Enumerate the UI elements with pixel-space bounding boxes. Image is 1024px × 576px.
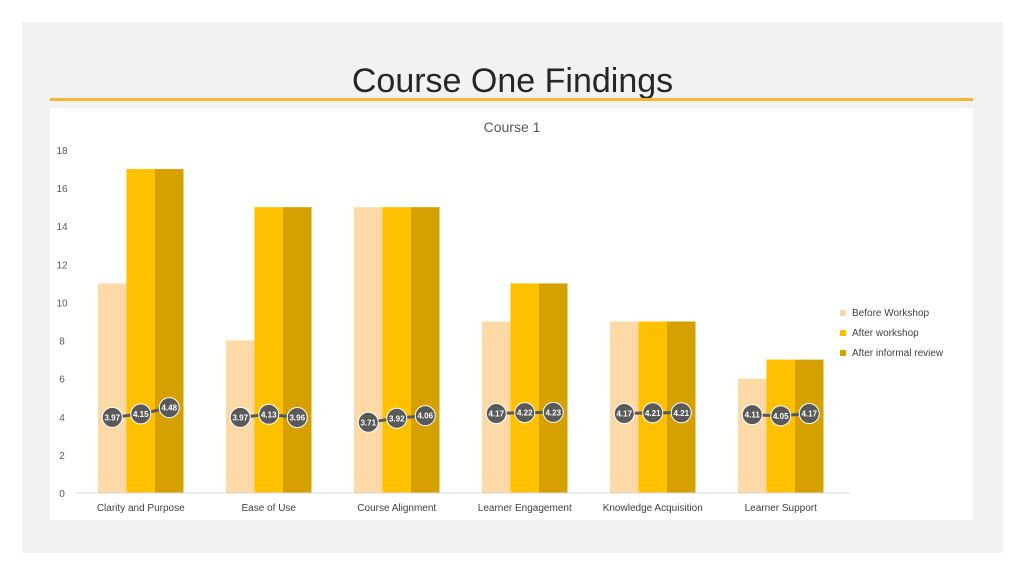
y-tick-label: 10 (56, 298, 68, 309)
y-tick-label: 6 (59, 375, 65, 386)
score-label: 4.48 (161, 404, 177, 413)
legend-swatch-review (840, 350, 846, 356)
x-tick-label: Clarity and Purpose (97, 503, 185, 514)
bar-before (354, 207, 383, 493)
score-marker (386, 407, 408, 429)
score-label: 3.97 (232, 413, 248, 422)
slide-title: Course One Findings (351, 62, 674, 100)
score-marker (798, 403, 820, 425)
score-label: 4.13 (261, 410, 277, 419)
score-label: 4.11 (745, 411, 761, 420)
score-marker (258, 403, 280, 425)
chart-legend: Before Workshop After workshop After inf… (840, 303, 990, 363)
legend-swatch-after (840, 330, 846, 336)
y-tick-label: 2 (59, 451, 65, 462)
score-marker (613, 403, 635, 425)
x-tick-label: Knowledge Acquisition (603, 503, 703, 514)
score-label: 4.21 (645, 409, 661, 418)
bar-after (126, 169, 155, 494)
bar-review (283, 207, 312, 493)
legend-label-before: Before Workshop (852, 307, 930, 319)
y-tick-label: 0 (59, 489, 65, 500)
x-tick-label: Course Alignment (357, 503, 436, 514)
y-tick-label: 16 (56, 184, 68, 195)
score-label: 4.22 (517, 409, 533, 418)
score-label: 4.06 (417, 412, 433, 421)
chart-title: Course 1 (484, 119, 541, 135)
score-marker (485, 403, 507, 425)
score-marker (286, 407, 308, 429)
score-label: 3.92 (389, 414, 405, 423)
score-label: 4.17 (801, 410, 817, 419)
score-marker (514, 402, 536, 424)
bar-review (155, 169, 184, 494)
score-marker (770, 405, 792, 427)
bar-after (382, 207, 411, 493)
legend-label-after: After workshop (852, 327, 919, 339)
score-label: 3.71 (360, 418, 376, 427)
legend-swatch-before (840, 310, 846, 316)
x-tick-label: Learner Engagement (478, 503, 572, 514)
score-marker (357, 411, 379, 433)
bar-review (411, 207, 440, 493)
legend-item-review: After informal review (840, 343, 990, 363)
title-divider (50, 98, 973, 101)
legend-label-review: After informal review (852, 347, 944, 359)
score-marker (741, 404, 763, 426)
score-label: 4.15 (133, 410, 149, 419)
x-tick-label: Ease of Use (242, 503, 297, 514)
bar-review (539, 283, 568, 493)
score-marker (229, 406, 251, 428)
legend-item-before: Before Workshop (840, 303, 990, 323)
y-tick-label: 8 (59, 337, 65, 348)
bar-before (98, 283, 127, 493)
score-label: 3.97 (104, 413, 120, 422)
score-marker (670, 402, 692, 424)
score-label: 4.17 (488, 410, 504, 419)
score-marker (101, 406, 123, 428)
y-tick-label: 12 (56, 260, 68, 271)
score-label: 4.21 (673, 409, 689, 418)
bar-review (795, 359, 824, 493)
y-tick-label: 18 (56, 146, 68, 157)
y-tick-label: 14 (56, 222, 68, 233)
score-marker (642, 402, 664, 424)
score-marker (130, 403, 152, 425)
score-marker (414, 405, 436, 427)
score-marker (542, 401, 564, 423)
score-label: 4.05 (773, 412, 789, 421)
bar-after (510, 283, 539, 493)
bar-after (254, 207, 283, 493)
score-marker (158, 397, 180, 419)
legend-item-after: After workshop (840, 323, 990, 343)
y-tick-label: 4 (59, 413, 65, 424)
bar-before (738, 378, 767, 493)
x-tick-label: Learner Support (745, 503, 817, 514)
score-label: 4.23 (545, 408, 561, 417)
score-label: 3.96 (289, 414, 305, 423)
score-label: 4.17 (616, 410, 632, 419)
